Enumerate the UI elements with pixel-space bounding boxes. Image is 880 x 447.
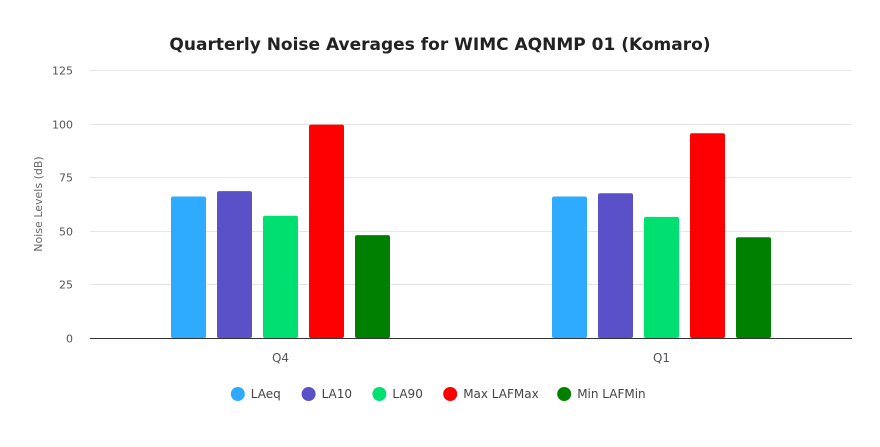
legend-item-la10[interactable]: LA10 <box>301 387 352 401</box>
legend-item-laeq[interactable]: LAeq <box>230 387 281 401</box>
legend-label: LA10 <box>322 387 352 401</box>
bar-laeq-q4[interactable] <box>171 196 206 338</box>
y-axis-title: Noise Levels (dB) <box>32 156 45 251</box>
legend-label: LA90 <box>392 387 422 401</box>
legend-swatch <box>557 387 572 401</box>
bar-max-lafmax-q1[interactable] <box>690 133 725 338</box>
legend-label: Min LAFMin <box>577 387 645 401</box>
legend-swatch <box>443 387 458 401</box>
legend-label: LAeq <box>251 387 281 401</box>
legend-label: Max LAFMax <box>463 387 539 401</box>
bar-min-lafmin-q4[interactable] <box>355 235 390 338</box>
legend-swatch <box>301 387 316 401</box>
legend-swatch <box>372 387 387 401</box>
y-tick-label: 0 <box>66 333 73 346</box>
bar-la90-q4[interactable] <box>263 215 298 338</box>
bar-la10-q4[interactable] <box>217 191 252 338</box>
legend-swatch <box>230 387 245 401</box>
chart-title: Quarterly Noise Averages for WIMC AQNMP … <box>169 35 710 55</box>
x-category-label: Q4 <box>272 351 289 365</box>
bar-la10-q1[interactable] <box>598 193 633 338</box>
bar-laeq-q1[interactable] <box>552 196 587 338</box>
y-tick-label: 100 <box>52 119 73 132</box>
x-category-label: Q1 <box>653 351 670 365</box>
bar-la90-q1[interactable] <box>644 216 679 338</box>
legend-item-la90[interactable]: LA90 <box>372 387 423 401</box>
x-axis-categories: Q4 Q1 <box>272 351 670 365</box>
legend-item-min-lafmin[interactable]: Min LAFMin <box>557 387 646 401</box>
bar-max-lafmax-q4[interactable] <box>309 124 344 338</box>
y-tick-label: 25 <box>59 279 73 292</box>
y-tick-label: 50 <box>59 226 73 239</box>
y-tick-label: 75 <box>59 172 73 185</box>
legend[interactable]: LAeq LA10 LA90 Max LAFMax Min LAFMin <box>230 387 646 401</box>
bar-min-lafmin-q1[interactable] <box>736 237 771 338</box>
legend-item-max-lafmax[interactable]: Max LAFMax <box>443 387 539 401</box>
bars <box>171 124 771 338</box>
y-tick-label: 125 <box>52 65 73 78</box>
y-axis-ticks: 0 25 50 75 100 125 <box>52 65 73 346</box>
